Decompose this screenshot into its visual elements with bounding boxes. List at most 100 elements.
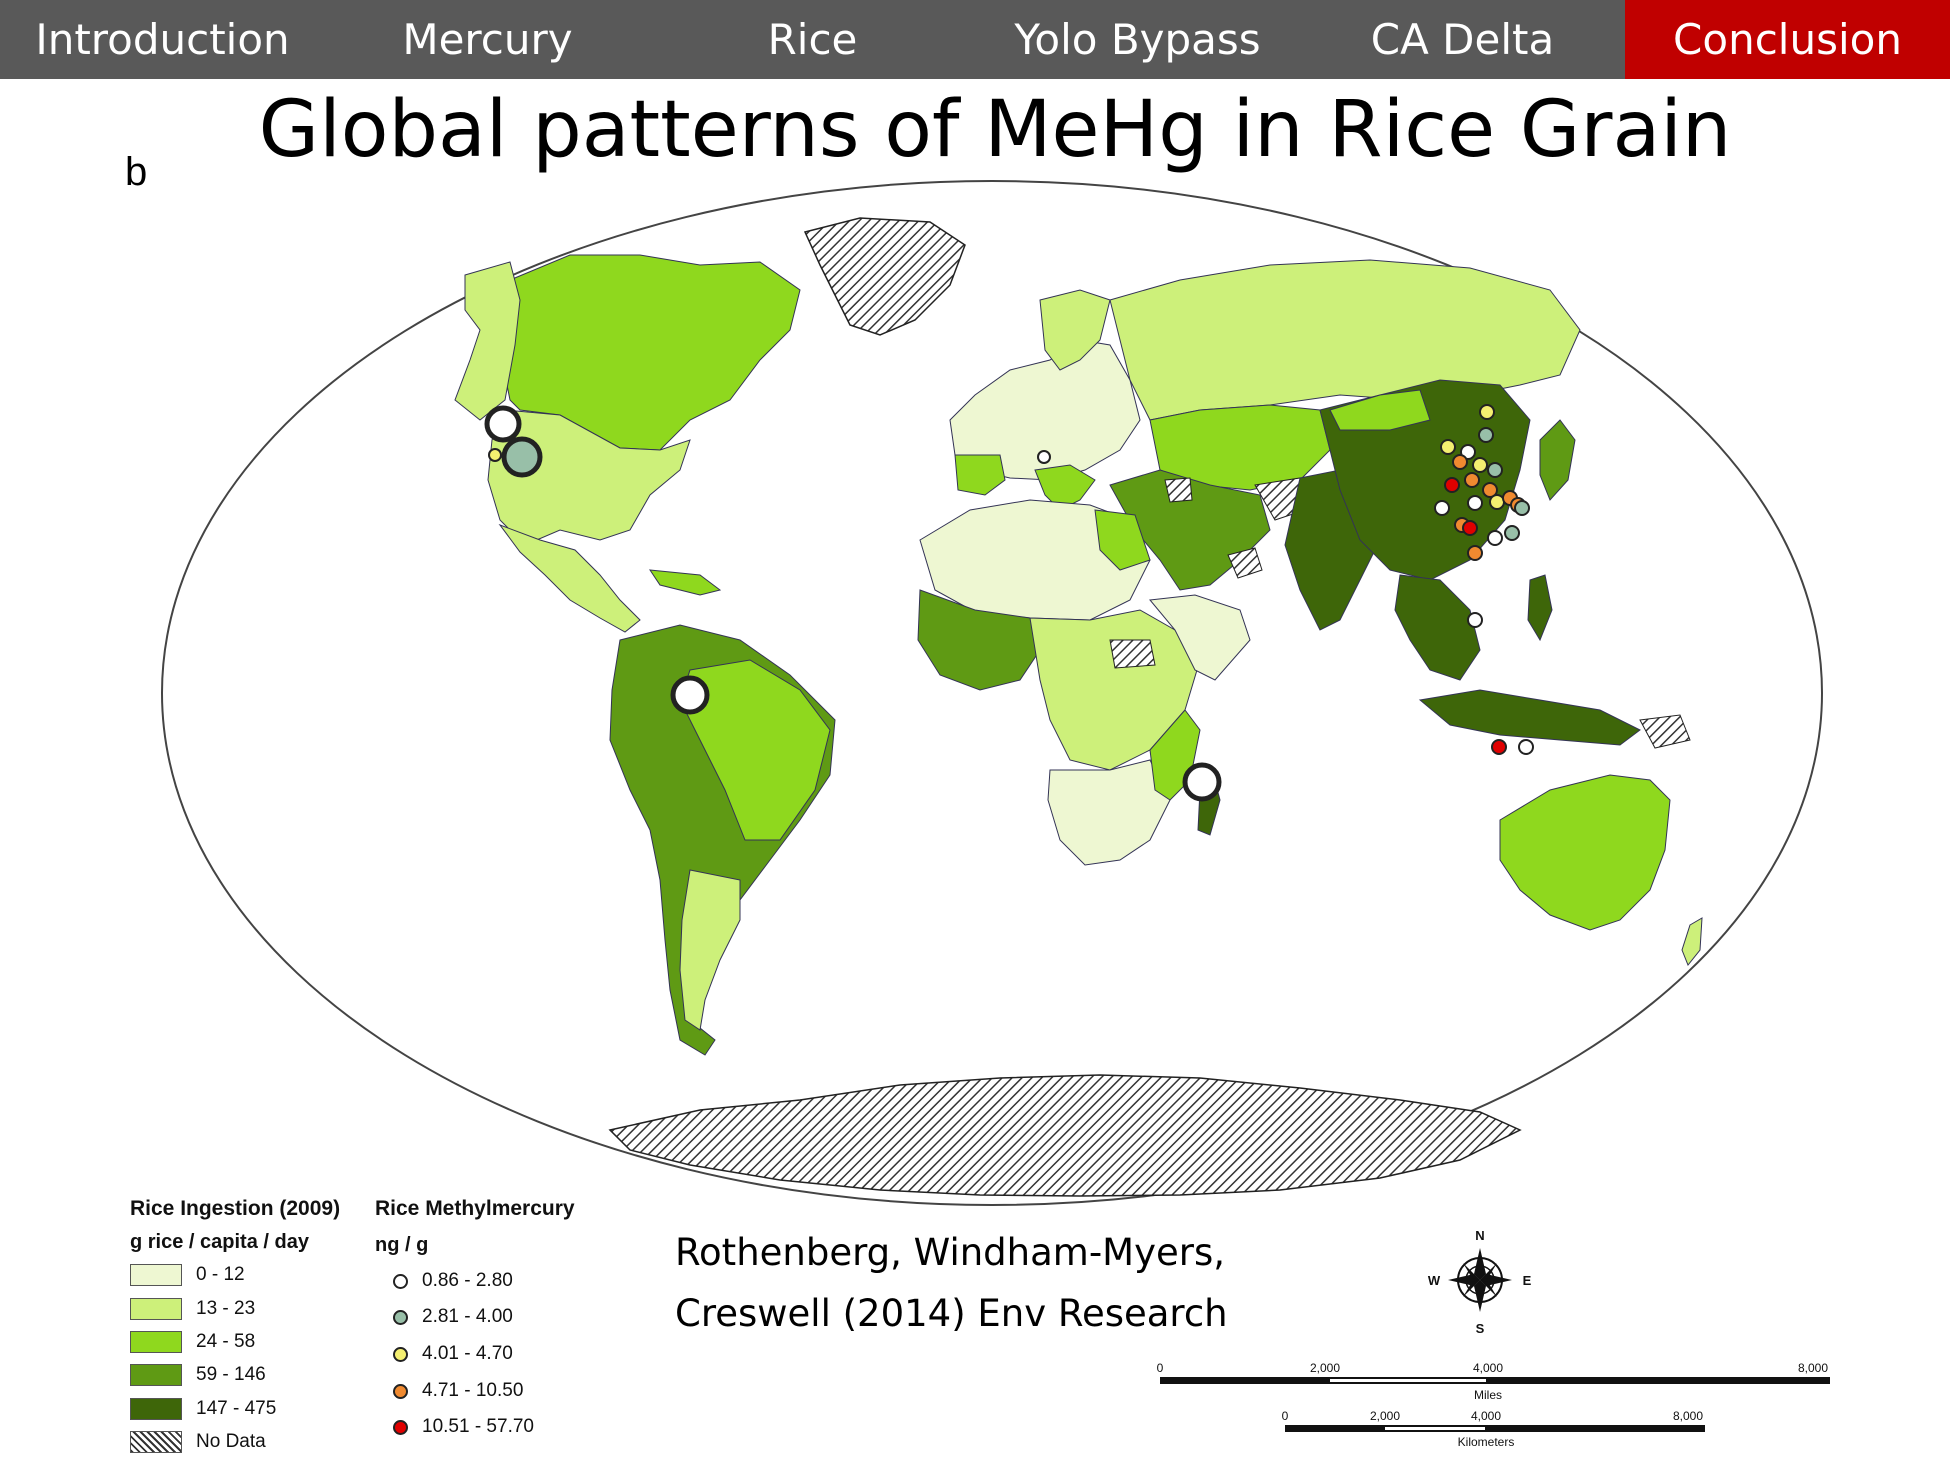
citation: Rothenberg, Windham-Myers, Creswell (201…: [675, 1222, 1228, 1344]
sample-dot-china: [1452, 454, 1468, 470]
legend-mehg-unit: ng / g: [375, 1234, 429, 1256]
sample-dot-china: [1504, 525, 1520, 541]
legend-swatch: [130, 1298, 182, 1320]
region-indonesia: [1418, 689, 1641, 746]
sample-dot-china: [1472, 457, 1488, 473]
compass-n: N: [1475, 1228, 1484, 1243]
scale-miles-tick: 2,000: [1310, 1361, 1340, 1375]
sample-dot-china: [1487, 530, 1503, 546]
legend-swatch: [130, 1398, 182, 1420]
sample-dot-china: [1462, 520, 1478, 536]
sample-dot-china: [1489, 494, 1505, 510]
sample-dot-china: [1464, 472, 1480, 488]
sample-dot-china: [1440, 439, 1456, 455]
sample-dot-china: [1467, 495, 1483, 511]
region-korea-japan: [1539, 419, 1576, 501]
region-papua-nodata: [1639, 714, 1691, 749]
section-nav-bar: Introduction Mercury Rice Yolo Bypass CA…: [0, 0, 1950, 79]
citation-line-1: Rothenberg, Windham-Myers,: [675, 1231, 1226, 1274]
region-southeast-asia: [1394, 574, 1481, 681]
scale-km-tick: 8,000: [1673, 1409, 1703, 1423]
legend-swatch-nodata: [130, 1431, 182, 1453]
region-horn-of-africa: [1149, 594, 1251, 681]
region-scandinavia: [1039, 289, 1111, 371]
region-iberia: [954, 454, 1006, 496]
region-brazil: [679, 659, 831, 841]
nav-tab-ca-delta[interactable]: CA Delta: [1370, 15, 1555, 64]
legend-dot: [393, 1309, 408, 1325]
sample-dot-china: [1482, 482, 1498, 498]
region-somalia-nodata: [1109, 639, 1156, 669]
sample-dot-indonesia-a: [1491, 739, 1507, 755]
region-italy-balkans: [1034, 464, 1096, 511]
legend-ingestion-item: 59 - 146: [130, 1360, 266, 1390]
legend-ingestion-item: No Data: [130, 1427, 266, 1457]
scale-miles-tick: 8,000: [1798, 1361, 1828, 1375]
sample-dot-thailand: [1467, 612, 1483, 628]
sample-dot-california-b: [501, 436, 543, 478]
nav-tab-introduction[interactable]: Introduction: [35, 15, 290, 64]
legend-mehg-item: 4.01 - 4.70: [393, 1339, 513, 1369]
legend-ingestion-unit: g rice / capita / day: [130, 1231, 309, 1253]
compass-rose: N S W E: [1428, 1228, 1532, 1336]
region-argentina-chile: [679, 869, 741, 1031]
legend-ingestion-title: Rice Ingestion (2009): [130, 1197, 341, 1220]
legend-swatch: [130, 1364, 182, 1386]
region-usa: [487, 409, 691, 546]
legend-dot: [393, 1383, 408, 1399]
scale-km-tick: 4,000: [1471, 1409, 1501, 1423]
region-australia: [1499, 774, 1671, 931]
legend-mehg-item: 10.51 - 57.70: [393, 1412, 534, 1442]
region-southern-africa: [1047, 759, 1171, 866]
legend-mehg-title: Rice Methylmercury: [375, 1197, 575, 1220]
sample-dot-italy: [1037, 450, 1051, 464]
scale-miles-label: Miles: [1474, 1388, 1502, 1402]
legend-mehg-item: 0.86 - 2.80: [393, 1266, 513, 1296]
region-alaska: [454, 261, 521, 421]
region-syria-nodata: [1164, 477, 1193, 503]
region-antarctica: [608, 1074, 1522, 1197]
figure-panel-label: b: [125, 150, 148, 194]
sample-dot-california-a: [484, 405, 522, 443]
sample-dot-china: [1467, 545, 1483, 561]
region-mexico-central-america: [498, 523, 641, 633]
legend-swatch: [130, 1331, 182, 1353]
legend-ingestion-item: 147 - 475: [130, 1394, 276, 1424]
legend-dot: [393, 1273, 408, 1289]
nav-tab-mercury[interactable]: Mercury: [402, 15, 573, 64]
citation-line-2: Creswell (2014) Env Research: [675, 1292, 1228, 1335]
compass-s: S: [1476, 1321, 1485, 1336]
region-new-zealand: [1681, 917, 1703, 966]
legend-ingestion-item: 0 - 12: [130, 1260, 245, 1290]
nav-tab-conclusion[interactable]: Conclusion: [1625, 0, 1950, 79]
legend-dot: [393, 1419, 408, 1435]
region-canada: [499, 254, 801, 451]
legend-ingestion-item: 24 - 58: [130, 1327, 255, 1357]
nav-tab-rice[interactable]: Rice: [767, 15, 858, 64]
region-yemen-nodata: [1227, 547, 1263, 579]
legend-mehg-item: 2.81 - 4.00: [393, 1302, 513, 1332]
legend-swatch: [130, 1264, 182, 1286]
sample-dot-china: [1478, 427, 1494, 443]
region-greenland: [803, 217, 966, 336]
legend-ingestion-item: 13 - 23: [130, 1294, 255, 1324]
scale-km-tick: 2,000: [1370, 1409, 1400, 1423]
compass-e: E: [1523, 1273, 1532, 1288]
nav-tab-yolo-bypass[interactable]: Yolo Bypass: [1014, 15, 1261, 64]
sample-dot-china: [1487, 462, 1503, 478]
scale-km-label: Kilometers: [1458, 1435, 1515, 1449]
scale-bar: 0 2,000 4,000 8,000 Miles 0 2,000 4,000 …: [1157, 1361, 1830, 1449]
mehg-sample-dots: [484, 404, 1534, 802]
scale-miles-tick: 4,000: [1473, 1361, 1503, 1375]
sample-dot-madagascar: [1182, 762, 1222, 802]
sample-dot-china: [1479, 404, 1495, 420]
sample-dot-china: [1514, 500, 1530, 516]
sample-dot-amazon: [670, 675, 710, 715]
sample-dot-california-c: [488, 448, 502, 462]
scale-km-tick: 0: [1282, 1409, 1289, 1423]
region-caribbean: [648, 569, 722, 596]
legend-mehg-item: 4.71 - 10.50: [393, 1376, 523, 1406]
region-egypt: [1094, 509, 1151, 571]
sample-dot-china: [1434, 500, 1450, 516]
slide-title: Global patterns of MeHg in Rice Grain: [258, 85, 1732, 175]
